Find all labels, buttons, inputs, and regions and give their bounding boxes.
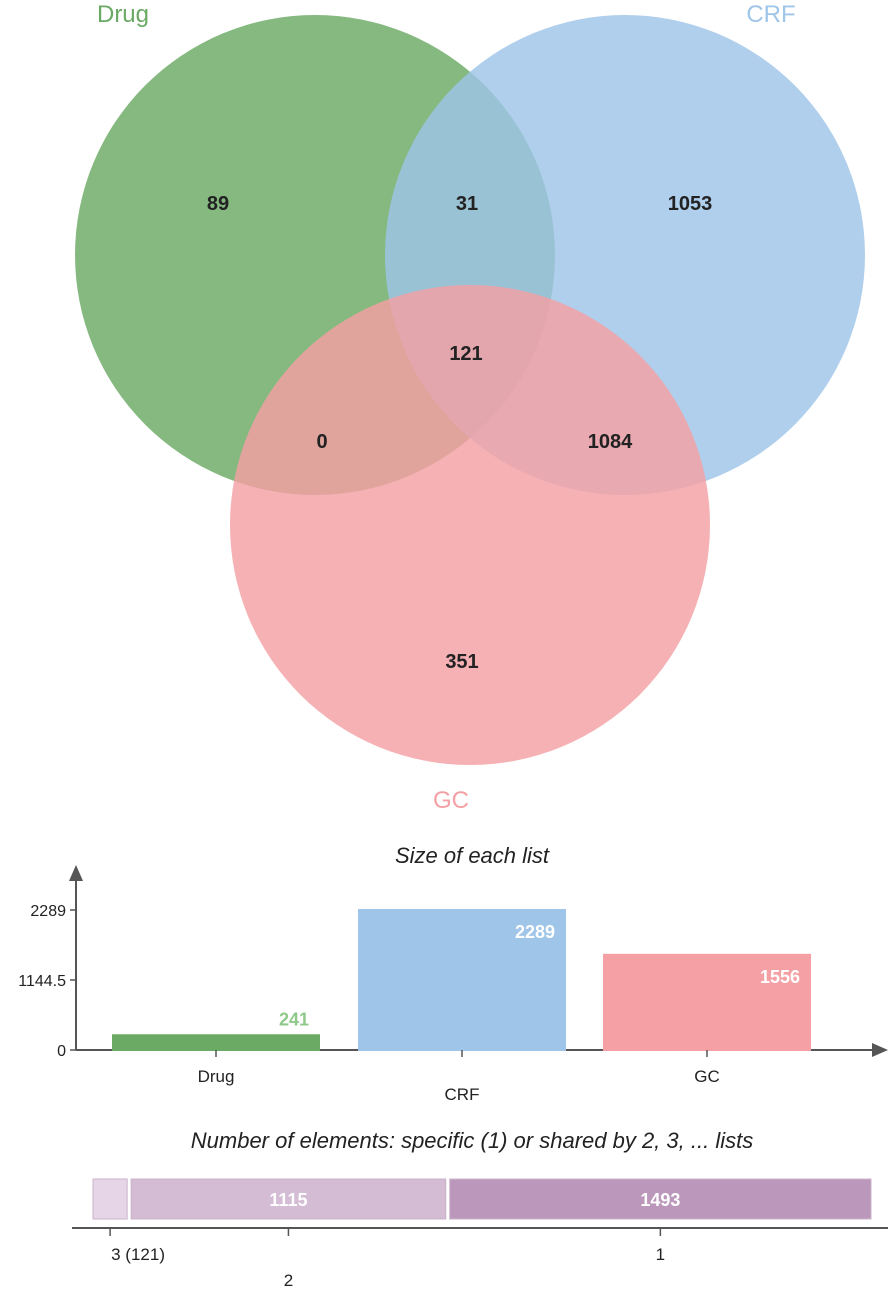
size-chart-title: Size of each list	[395, 843, 550, 868]
venn-region-count-crf: 1053	[668, 193, 713, 215]
shared-chart-tick-label-2: 2	[284, 1271, 293, 1289]
size-chart-category-crf: CRF	[445, 1085, 480, 1104]
size-bar-drug	[112, 1034, 320, 1051]
size-bar-crf	[358, 909, 566, 1051]
venn-region-count-gc: 351	[445, 651, 478, 673]
venn-region-count-drug-gc: 0	[316, 431, 327, 453]
venn-region-count-drug: 89	[207, 193, 229, 215]
venn-set-label-gc: GC	[433, 787, 469, 814]
size-chart-category-drug: Drug	[198, 1067, 235, 1086]
venn-set-label-drug: Drug	[97, 1, 149, 28]
shared-chart-tick-label-3: 3 (121)	[111, 1245, 165, 1264]
shared-segment-3	[92, 1178, 128, 1220]
venn-region-count-drug-crf-gc: 121	[449, 343, 482, 365]
shared-chart-tick-label-1: 1	[656, 1245, 665, 1264]
shared-chart-title: Number of elements: specific (1) or shar…	[191, 1128, 753, 1153]
shared-segment-value-2: 1115	[269, 1190, 307, 1210]
venn-circle-gc	[230, 285, 710, 765]
size-chart-x-axis-arrow	[872, 1043, 888, 1057]
size-chart-y-axis-arrow	[69, 865, 83, 881]
size-chart-y-tick-label: 0	[57, 1043, 66, 1060]
size-bar-gc	[603, 953, 811, 1051]
shared-segment-1	[449, 1178, 872, 1220]
size-chart-y-tick-label: 1144.5	[18, 973, 66, 990]
venn-region-count-drug-crf: 31	[456, 193, 478, 215]
shared-elements-chart: Number of elements: specific (1) or shar…	[72, 1128, 888, 1289]
size-chart-category-gc: GC	[694, 1067, 720, 1086]
size-chart-y-tick-label: 2289	[30, 903, 66, 920]
size-bar-value-gc: 1556	[760, 967, 800, 987]
venn-set-label-crf: CRF	[746, 1, 795, 28]
venn-region-count-crf-gc: 1084	[588, 431, 633, 453]
list-size-chart: Size of each list 0 1144.5 2289 241 Drug 2289 C…	[18, 843, 888, 1104]
shared-segment-2	[130, 1178, 447, 1220]
size-bar-value-drug: 241	[279, 1009, 309, 1029]
size-bar-value-crf: 2289	[515, 922, 555, 942]
shared-segment-value-1: 1493	[640, 1190, 680, 1210]
venn-diagram: Drug CRF GC 89 31 1053 121 0 1084 351	[75, 1, 865, 814]
